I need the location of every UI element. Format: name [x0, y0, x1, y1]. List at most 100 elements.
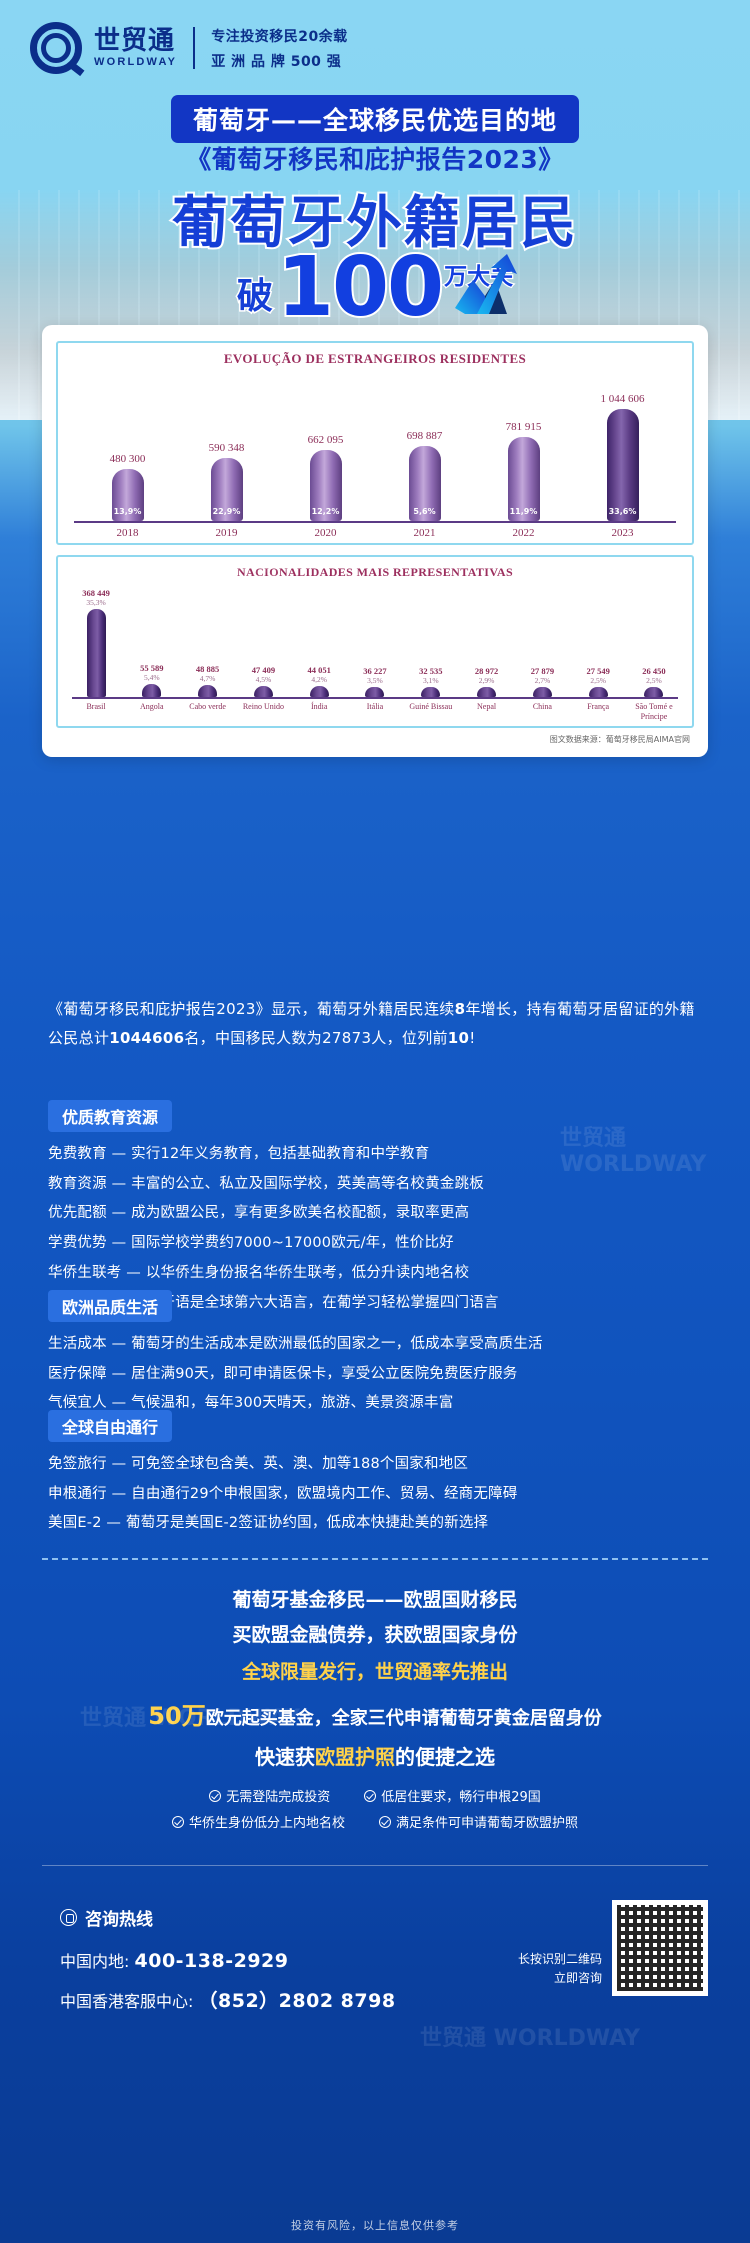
- bar-chart-evolucao-xaxis: 2018 2019 2020 2021 2022 2023: [74, 527, 676, 539]
- bar-chart-nacionalidades-bar: 47 409 4,5%: [239, 665, 287, 697]
- section-education: 优质教育资源 免费教育 — 实行12年义务教育，包括基础教育和中学教育 教育资源 —…: [48, 1100, 708, 1318]
- intro-part1: 《葡萄牙移民和庇护报告2023》显示，葡萄牙外籍居民连续: [48, 1000, 455, 1018]
- brand-slogan-line2: 亚 洲 品 牌 500 强: [211, 53, 342, 70]
- contact-mainland[interactable]: 中国内地: 400-138-2929: [60, 1948, 396, 1972]
- bar-share-label: 5,4%: [143, 673, 160, 682]
- fund-line-5-post: 的便捷之选: [395, 1745, 495, 1769]
- section-list-item: 医疗保障 — 居住满90天，即可申请医保卡，享受公立医院免费医疗服务: [48, 1365, 518, 1382]
- bar-value-label: 44 051: [307, 665, 331, 675]
- bar-chart-nacionalidades-bars: 368 449 35,3% 55 589 5,4% 48 885 4,7% 47 409 4,…: [72, 584, 678, 699]
- fund-line-4-text: 欧元起买基金，全家三代申请葡萄牙黄金居留身份: [205, 1708, 602, 1729]
- section-list-item: 学费优势 — 国际学校学费约7000~17000欧元/年，性价比好: [48, 1235, 454, 1252]
- section-travel: 全球自由通行 免签旅行 — 可免签全球包含美、英、澳、加等188个国家和地区 申根通…: [48, 1410, 708, 1539]
- chart-title-nacionalidades: NACIONALIDADES MAIS REPRESENTATIVAS: [236, 565, 514, 579]
- section-list-item: 美国E-2 — 葡萄牙是美国E-2签证协约国，低成本快捷赴美的新选择: [48, 1515, 489, 1532]
- qr-code-icon[interactable]: [612, 1900, 708, 1996]
- section-heading: 全球自由通行: [48, 1410, 173, 1442]
- x-axis-label: Reino Unido: [242, 702, 284, 711]
- bar-share-label: 3,1%: [422, 676, 439, 685]
- fund-line-1: 葡萄牙基金移民——欧盟国财移民: [232, 1589, 518, 1611]
- x-axis-label: 2018: [116, 527, 139, 539]
- x-axis-label: França: [587, 702, 610, 711]
- footer-disclaimer: 投资有风险，以上信息仅供参考: [291, 2219, 459, 2232]
- bar-column: [198, 685, 218, 697]
- bar-value-label: 698 887: [406, 430, 443, 442]
- section-list-item: 华侨生联考 — 以华侨生身份报名华侨生联考，低分升读内地名校: [48, 1264, 470, 1281]
- x-axis-label: 2021: [413, 527, 436, 539]
- bar-chart-evolucao-bar: 480 300 13,9%: [105, 453, 151, 521]
- hero-break-word: 破: [235, 275, 274, 319]
- bar-value-label: 48 885: [195, 664, 220, 674]
- x-axis-label: 2020: [314, 527, 337, 539]
- fund-bullet-item: 华侨生身份低分上内地名校: [171, 1812, 345, 1831]
- bar-chart-evolucao-bar: 698 887 5,6%: [402, 430, 448, 521]
- section-list-item: 免签旅行 — 可免签全球包含美、英、澳、加等188个国家和地区: [48, 1456, 469, 1472]
- intro-paragraph: 《葡萄牙移民和庇护报告2023》显示，葡萄牙外籍居民连续8年增长，持有葡萄牙居留…: [48, 995, 702, 1052]
- brand-name-cn: 世贸通: [94, 26, 176, 56]
- watermark: 世贸通 WORLDWAY: [420, 2026, 640, 2051]
- bar-chart-nacionalidades-xaxis: Brasil Angola Cabo verde Reino Unido Índia It…: [72, 702, 678, 722]
- brand-name-en: WORLDWAY: [94, 56, 178, 68]
- brand-name: 世贸通 WORLDWAY: [94, 28, 177, 68]
- brand-logo: 世贸通 WORLDWAY 专注投资移民20余载 亚 洲 品 牌 500 强: [30, 22, 348, 77]
- check-icon: [209, 1789, 222, 1802]
- bar-column: 11,9%: [507, 437, 540, 521]
- section-lifestyle: 欧洲品质生活 生活成本 — 葡萄牙的生活成本是欧洲最低的国家之一，低成本享受高质生…: [48, 1290, 708, 1419]
- bar-column: [532, 687, 552, 697]
- bar-column: 12,2%: [309, 450, 342, 521]
- bar-chart-nacionalidades-bar: 44 051 4,2%: [295, 665, 343, 697]
- bar-growth-label: 5,6%: [413, 507, 436, 516]
- qr-block[interactable]: [612, 1900, 708, 1996]
- section-list-item: 生活成本 — 葡萄牙的生活成本是欧洲最低的国家之一，低成本享受高质生活: [48, 1336, 543, 1352]
- hero-report-title: 《葡萄牙移民和庇护报告2023》: [186, 145, 564, 174]
- fund-bullet-item: 低居住要求，畅行申根29国: [364, 1786, 541, 1805]
- bar-share-label: 4,5%: [255, 675, 272, 684]
- bar-column: [86, 609, 106, 697]
- x-axis-label: Nepal: [477, 702, 497, 711]
- fund-line-3: 全球限量发行，世贸通率先推出: [241, 1661, 508, 1683]
- chart-evolucao: EVOLUÇÃO DE ESTRANGEIROS RESIDENTES 480 …: [56, 341, 694, 545]
- fund-amount: 50万: [148, 1702, 206, 1730]
- bar-chart-nacionalidades-bar: 32 535 3,1%: [407, 666, 455, 697]
- bar-column: 13,9%: [111, 469, 144, 521]
- section-list-item: 气候宜人 — 气候温和，每年300天晴天，旅游、美景资源丰富: [48, 1395, 454, 1412]
- fund-line-2: 买欧盟金融债券，获欧盟国家身份: [232, 1624, 518, 1646]
- contact-hk[interactable]: 中国香港客服中心: （852）2802 8798: [60, 1986, 396, 2013]
- bar-value-label: 28 972: [474, 666, 499, 676]
- bar-value-label: 1 044 606: [600, 393, 645, 405]
- bar-chart-evolucao-bar: 590 348 22,9%: [204, 442, 250, 521]
- bar-value-label: 36 227: [363, 666, 387, 676]
- bar-value-label: 47 409: [251, 665, 276, 675]
- fund-bullet-label: 无需登陆完成投资: [226, 1790, 331, 1805]
- fund-bullet-label: 华侨生身份低分上内地名校: [188, 1816, 345, 1831]
- contact-hk-number[interactable]: （852）2802 8798: [198, 1990, 396, 2012]
- bar-share-label: 35,3%: [86, 598, 106, 607]
- bar-column: 33,6%: [606, 409, 639, 521]
- intro-part4: !: [469, 1028, 476, 1047]
- bar-column: 5,6%: [408, 446, 441, 521]
- bar-share-label: 2,9%: [478, 676, 495, 685]
- bar-value-label: 27 549: [586, 666, 610, 676]
- bar-value-label: 32 535: [419, 666, 443, 676]
- bar-chart-nacionalidades-bar: 28 972 2,9%: [463, 666, 511, 697]
- bar-column: [644, 687, 664, 697]
- bar-share-label: 2,5%: [590, 676, 606, 685]
- bar-chart-evolucao-bars: 480 300 13,9% 590 348 22,9% 662 095 12,2% 698 …: [74, 373, 676, 523]
- bar-chart-nacionalidades-bar: 27 879 2,7%: [518, 666, 566, 697]
- bar-chart-nacionalidades-bar: 36 227 3,5%: [351, 666, 399, 697]
- qr-side-caption: 长按识别二维码 立即咨询: [518, 1950, 602, 1988]
- contact-mainland-number[interactable]: 400-138-2929: [134, 1950, 289, 1972]
- brand-slogan-line1: 专注投资移民20余载: [211, 28, 348, 45]
- bar-value-label: 368 449: [82, 588, 110, 598]
- qr-caption-line1: 长按识别二维码: [517, 1952, 602, 1966]
- bar-column: [365, 687, 385, 697]
- fund-bullet-item: 满足条件可申请葡萄牙欧盟护照: [379, 1812, 578, 1831]
- fund-line-5: 快速获欧盟护照的便捷之选: [0, 1741, 750, 1770]
- contact-mainland-label: 中国内地:: [60, 1952, 130, 1971]
- fund-bullet-row: 华侨生身份低分上内地名校 满足条件可申请葡萄牙欧盟护照: [171, 1812, 578, 1831]
- contact-divider: [42, 1865, 708, 1866]
- bar-share-label: 4,2%: [311, 675, 327, 684]
- worldway-logo-icon: [30, 22, 85, 77]
- x-axis-label: Cabo verde: [189, 702, 226, 711]
